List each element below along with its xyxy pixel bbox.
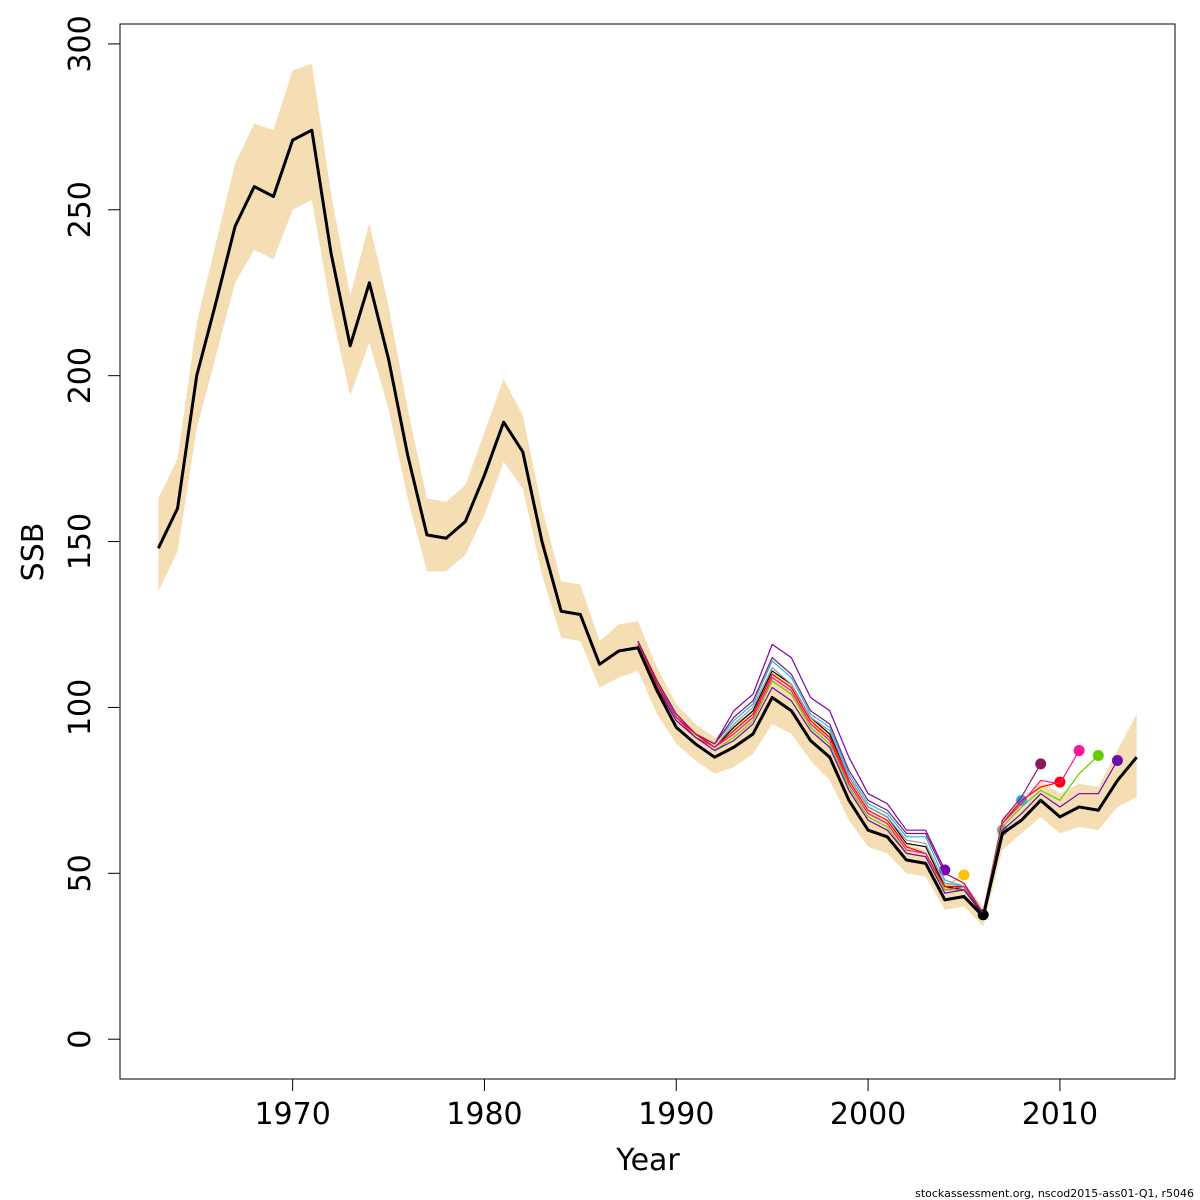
y-tick-label: 50 — [63, 854, 98, 892]
x-tick-label: 1990 — [638, 1097, 714, 1132]
peel-endpoint — [1073, 745, 1085, 757]
y-tick-label: 200 — [63, 347, 98, 404]
y-tick-label: 150 — [63, 513, 98, 570]
series-line — [157, 128, 1138, 918]
series-line — [637, 640, 1042, 914]
y-tick-label: 300 — [63, 15, 98, 72]
y-tick-label: 0 — [63, 1030, 98, 1049]
x-tick-label: 1970 — [254, 1097, 330, 1132]
x-tick-label: 2000 — [830, 1097, 906, 1132]
peel-endpoint — [1092, 750, 1104, 762]
x-tick-label: 2010 — [1022, 1097, 1098, 1132]
series-line — [637, 644, 1080, 914]
plot-frame — [119, 23, 1176, 1080]
peel-endpoint — [1035, 758, 1047, 770]
y-tick-label: 100 — [63, 679, 98, 736]
y-axis-label: SSB — [16, 523, 51, 582]
y-tick-label: 250 — [63, 181, 98, 238]
x-axis-label: Year — [615, 1143, 680, 1178]
peel-endpoint — [958, 869, 970, 881]
x-tick-label: 1980 — [446, 1097, 522, 1132]
confidence-band — [158, 63, 1137, 927]
series-line — [637, 647, 1118, 914]
footer: stockassessment.org, nscod2015-ass01-Q1,… — [915, 1187, 1194, 1200]
peel-endpoint — [1111, 755, 1123, 767]
